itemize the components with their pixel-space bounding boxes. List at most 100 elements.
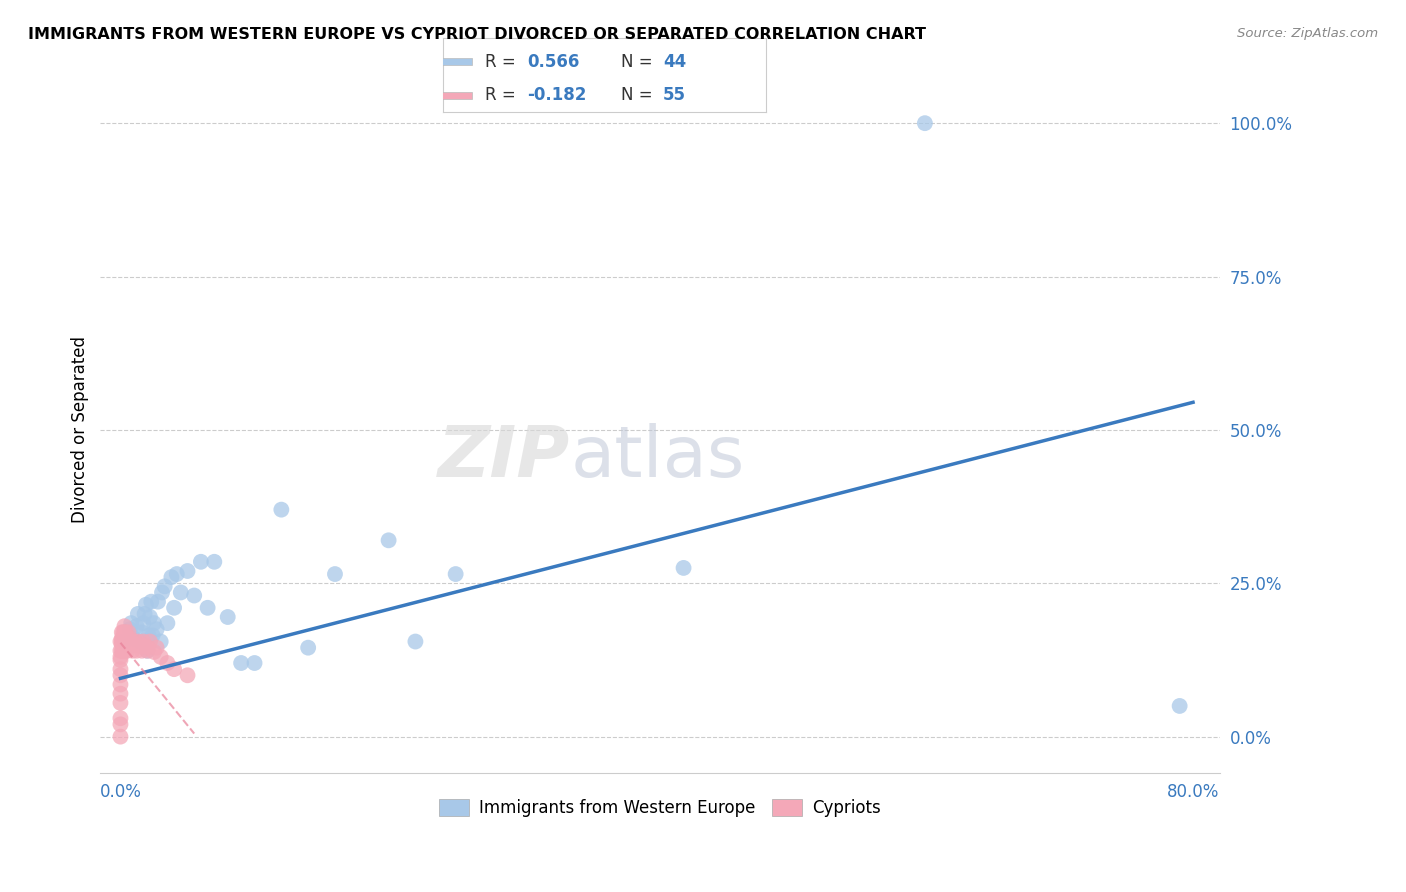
Point	[672, 561, 695, 575]
Point	[150, 585, 173, 599]
Point	[139, 610, 162, 624]
Point	[153, 579, 176, 593]
Text: N =: N =	[621, 87, 658, 104]
Point	[297, 640, 319, 655]
Point	[1168, 698, 1191, 713]
Point	[217, 610, 239, 624]
Point	[114, 634, 136, 648]
Point	[110, 662, 132, 676]
Point	[120, 638, 142, 652]
Point	[138, 640, 160, 655]
Text: R =: R =	[485, 53, 522, 70]
Y-axis label: Divorced or Separated: Divorced or Separated	[72, 336, 89, 524]
Point	[163, 600, 186, 615]
Text: R =: R =	[485, 87, 522, 104]
Point	[111, 625, 134, 640]
Point	[156, 616, 179, 631]
Point	[142, 628, 165, 642]
Point	[112, 638, 135, 652]
Point	[124, 638, 146, 652]
Point	[122, 638, 145, 652]
Point	[323, 567, 346, 582]
Point	[163, 662, 186, 676]
Text: -0.182: -0.182	[527, 87, 586, 104]
Point	[114, 644, 136, 658]
Text: 44: 44	[662, 53, 686, 70]
Text: N =: N =	[621, 53, 658, 70]
Point	[377, 533, 399, 548]
Point	[115, 644, 138, 658]
Point	[127, 634, 149, 648]
Text: ZIP: ZIP	[439, 423, 571, 491]
Point	[129, 634, 152, 648]
Point	[112, 625, 135, 640]
Point	[149, 649, 172, 664]
Point	[111, 644, 134, 658]
Point	[110, 649, 132, 664]
Point	[136, 644, 159, 658]
Point	[131, 644, 153, 658]
Point	[114, 632, 136, 646]
Point	[114, 625, 136, 640]
Text: IMMIGRANTS FROM WESTERN EUROPE VS CYPRIOT DIVORCED OR SEPARATED CORRELATION CHAR: IMMIGRANTS FROM WESTERN EUROPE VS CYPRIO…	[28, 27, 927, 42]
Point	[114, 638, 136, 652]
Point	[176, 668, 198, 682]
Point	[110, 717, 132, 731]
Point	[146, 595, 169, 609]
Point	[444, 567, 467, 582]
Point	[125, 644, 148, 658]
Point	[118, 632, 141, 646]
Text: atlas: atlas	[571, 423, 745, 491]
Point	[117, 625, 139, 640]
Point	[125, 619, 148, 633]
Point	[229, 656, 252, 670]
Point	[145, 622, 167, 636]
Point	[114, 632, 136, 646]
Point	[110, 644, 132, 658]
Point	[141, 595, 163, 609]
Text: 55: 55	[662, 87, 686, 104]
Point	[117, 638, 139, 652]
Point	[156, 656, 179, 670]
Point	[145, 640, 167, 655]
Point	[110, 634, 132, 648]
Point	[170, 585, 193, 599]
Point	[176, 564, 198, 578]
FancyBboxPatch shape	[440, 92, 472, 99]
Point	[166, 567, 188, 582]
Point	[111, 638, 134, 652]
Point	[110, 696, 132, 710]
Point	[118, 622, 141, 636]
Point	[110, 677, 132, 691]
Point	[404, 634, 426, 648]
Point	[114, 625, 136, 640]
Legend: Immigrants from Western Europe, Cypriots: Immigrants from Western Europe, Cypriots	[433, 792, 887, 823]
Point	[127, 607, 149, 621]
FancyBboxPatch shape	[440, 58, 472, 65]
Point	[110, 653, 132, 667]
Point	[131, 625, 153, 640]
Point	[183, 589, 205, 603]
Point	[120, 616, 142, 631]
Point	[114, 638, 136, 652]
Point	[121, 644, 143, 658]
Text: Source: ZipAtlas.com: Source: ZipAtlas.com	[1237, 27, 1378, 40]
Point	[110, 668, 132, 682]
Point	[243, 656, 266, 670]
Point	[202, 555, 225, 569]
Point	[112, 634, 135, 648]
Point	[143, 645, 166, 659]
Point	[112, 644, 135, 658]
Point	[112, 632, 135, 646]
Point	[134, 607, 156, 621]
Point	[134, 639, 156, 653]
Point	[111, 634, 134, 648]
Point	[122, 632, 145, 646]
Point	[138, 628, 160, 642]
Text: 0.566: 0.566	[527, 53, 579, 70]
Point	[115, 632, 138, 646]
Point	[129, 639, 152, 653]
Point	[110, 730, 132, 744]
Point	[110, 687, 132, 701]
Point	[111, 632, 134, 646]
